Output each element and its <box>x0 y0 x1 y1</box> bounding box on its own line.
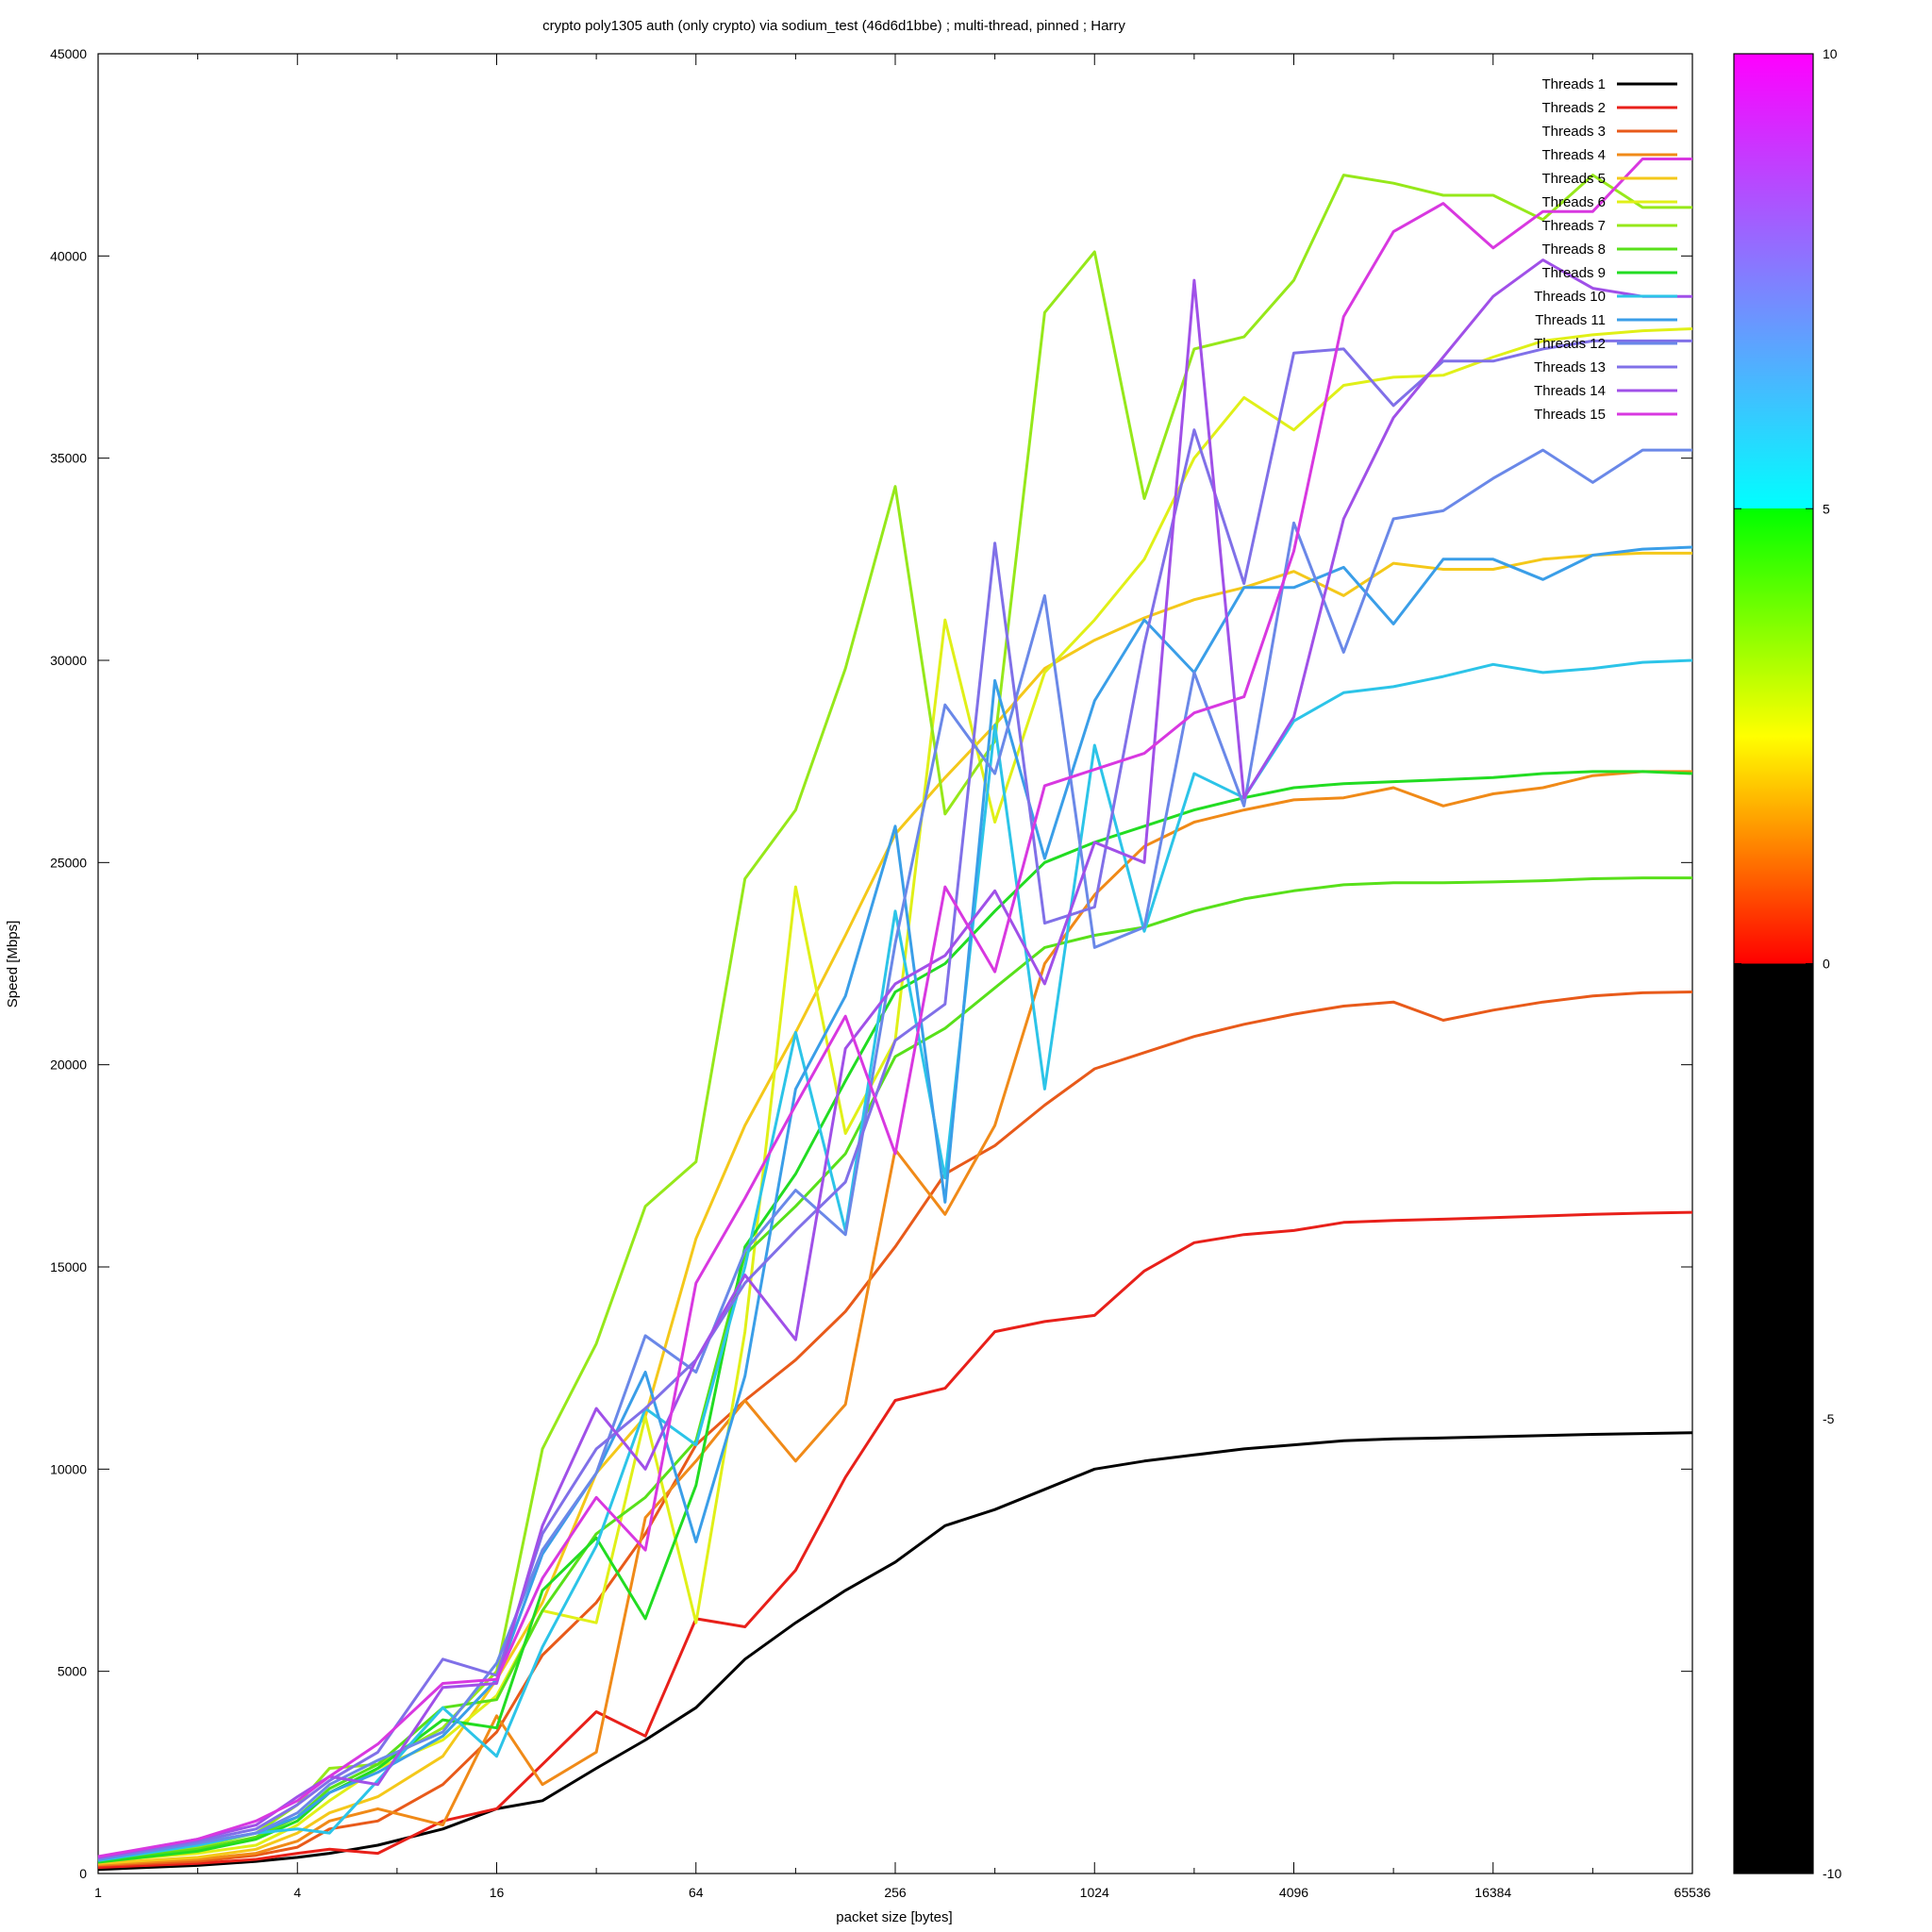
colorbar: -10 -5 0 5 10 <box>1733 46 1841 1881</box>
x-tick-label: 64 <box>689 1885 704 1900</box>
y-tick-label: 25000 <box>50 855 87 870</box>
series-line-threads-3 <box>97 991 1693 1867</box>
legend-label: Threads 2 <box>1541 100 1606 116</box>
legend-label: Threads 14 <box>1534 383 1606 399</box>
y-tick-label: 5000 <box>58 1664 87 1679</box>
series-line-threads-2 <box>97 1210 1693 1870</box>
legend-label: Threads 11 <box>1535 312 1606 328</box>
series-line-threads-12 <box>97 448 1692 1861</box>
series-line-threads-15 <box>97 158 1692 1858</box>
y-tick-label: 45000 <box>50 46 87 61</box>
colorbar-gradient <box>1734 54 1813 1874</box>
series-line-threads-10 <box>97 658 1693 1862</box>
legend-label: Threads 9 <box>1541 265 1606 281</box>
colorbar-tick-label: -10 <box>1823 1866 1841 1881</box>
y-tick-label: 15000 <box>50 1259 87 1274</box>
x-axis: 1 4 16 64 256 1024 4096 16384 65536 <box>94 54 1711 1900</box>
y-tick-label: 40000 <box>50 248 87 263</box>
series-line-threads-11 <box>97 545 1693 1861</box>
legend: Threads 1 Threads 2 Threads 3 Threads 4 Thre… <box>1534 76 1677 423</box>
legend-label: Threads 8 <box>1541 242 1606 258</box>
plot-area <box>97 158 1693 1872</box>
x-tick-label: 16 <box>490 1885 505 1900</box>
x-tick-label: 1024 <box>1080 1885 1109 1900</box>
x-tick-label: 16384 <box>1474 1885 1511 1900</box>
colorbar-tick-label: 0 <box>1823 957 1830 972</box>
colorbar-tick-label: 5 <box>1823 501 1830 516</box>
colorbar-tick-label: -5 <box>1823 1411 1835 1426</box>
series-line-threads-9 <box>97 770 1693 1864</box>
x-tick-label: 256 <box>884 1885 907 1900</box>
x-tick-label: 4096 <box>1279 1885 1308 1900</box>
plot-frame <box>97 53 1693 1874</box>
y-tick-label: 0 <box>79 1866 87 1881</box>
legend-label: Threads 13 <box>1534 359 1606 375</box>
x-tick-label: 65536 <box>1674 1885 1711 1900</box>
legend-label: Threads 15 <box>1534 407 1606 423</box>
legend-label: Threads 1 <box>1541 76 1606 92</box>
legend-label: Threads 3 <box>1541 124 1606 140</box>
series-line-threads-4 <box>97 770 1692 1867</box>
legend-label: Threads 10 <box>1534 289 1606 305</box>
series-line-threads-14 <box>97 258 1692 1859</box>
series-line-threads-7 <box>97 174 1692 1861</box>
series-line-threads-5 <box>97 551 1692 1865</box>
y-tick-label: 35000 <box>50 451 87 466</box>
colorbar-ticks: -10 -5 0 5 10 <box>1734 46 1841 1881</box>
y-axis-label: Speed [Mbps] <box>5 921 21 1008</box>
y-tick-label: 30000 <box>50 653 87 668</box>
x-tick-label: 1 <box>94 1885 102 1900</box>
series-line-threads-1 <box>97 1431 1693 1872</box>
legend-label: Threads 4 <box>1541 147 1606 163</box>
y-tick-label: 20000 <box>50 1058 87 1073</box>
y-tick-label: 10000 <box>50 1461 87 1476</box>
legend-label: Threads 12 <box>1534 336 1606 352</box>
colorbar-tick-label: 10 <box>1823 46 1838 61</box>
legend-label: Threads 7 <box>1541 218 1606 234</box>
x-axis-label: packet size [bytes] <box>836 1909 952 1925</box>
legend-label: Threads 6 <box>1541 194 1606 210</box>
legend-label: Threads 5 <box>1541 171 1606 187</box>
y-axis: 0 5000 10000 15000 20000 25000 30000 35000 40000… <box>50 46 1692 1881</box>
series-line-threads-8 <box>97 876 1692 1863</box>
chart-title: crypto poly1305 auth (only crypto) via s… <box>542 18 1125 34</box>
x-tick-label: 4 <box>293 1885 301 1900</box>
